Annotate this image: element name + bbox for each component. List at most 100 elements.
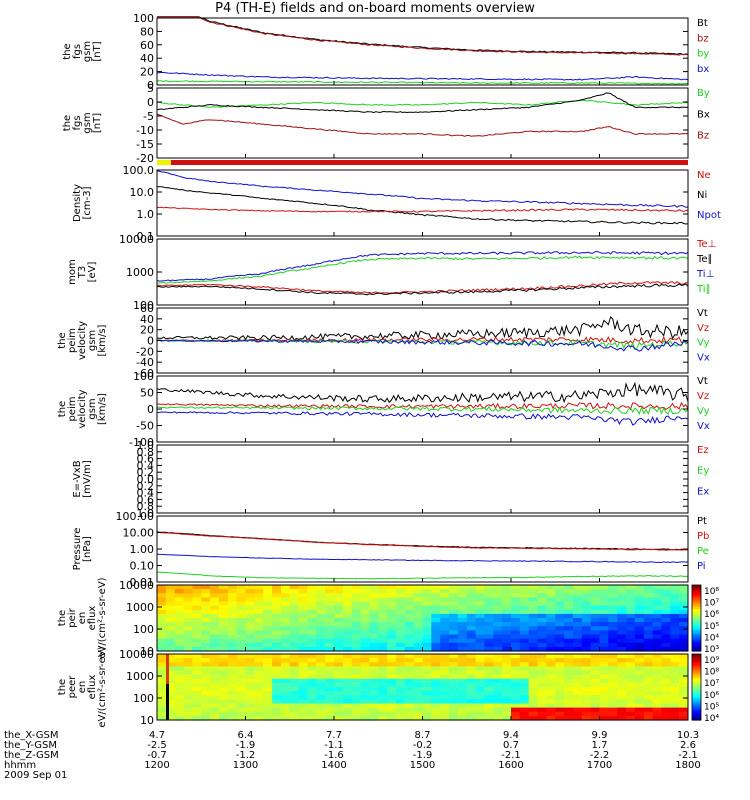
heatmap-cell xyxy=(652,691,662,696)
heatmap-cell xyxy=(289,711,300,717)
heatmap-cell xyxy=(528,613,539,619)
heatmap-cell xyxy=(519,626,530,631)
heatmap-cell xyxy=(634,699,645,705)
heatmap-cell xyxy=(227,601,238,607)
colorbar-segment xyxy=(692,631,701,634)
y-axis-label: the xyxy=(57,332,68,348)
heatmap-cell xyxy=(537,622,547,627)
heatmap-cell xyxy=(201,593,211,598)
heatmap-cell xyxy=(404,601,415,607)
heatmap-cell xyxy=(608,658,618,663)
heatmap-cell xyxy=(555,638,565,644)
heatmap-cell xyxy=(519,678,530,684)
y-axis-label: gsm xyxy=(82,112,93,133)
heatmap-cell xyxy=(440,670,450,676)
heatmap-cell xyxy=(165,707,176,713)
heatmap-cell xyxy=(466,715,477,721)
y-tick-label: 10 xyxy=(140,714,154,727)
heatmap-cell xyxy=(449,630,459,636)
heatmap-cell xyxy=(643,601,654,607)
heatmap-cell xyxy=(227,715,238,721)
heatmap-cell xyxy=(590,626,600,631)
heatmap-cell xyxy=(679,654,689,659)
y-axis-label: gsm xyxy=(82,41,93,62)
series-line-Vt xyxy=(156,381,689,404)
heatmap-cell xyxy=(298,662,308,667)
heatmap-cell xyxy=(457,658,468,663)
heatmap-cell xyxy=(395,646,406,652)
heatmap-cell xyxy=(617,670,627,676)
heatmap-cell xyxy=(599,707,609,713)
heatmap-cell xyxy=(581,654,592,659)
heatmap-cell xyxy=(626,674,636,680)
heatmap-cell xyxy=(546,666,556,672)
heatmap-cell xyxy=(351,674,362,680)
footer-value: -1.1 xyxy=(324,740,344,751)
heatmap-cell xyxy=(643,630,654,636)
heatmap-cell xyxy=(590,613,600,619)
heatmap-cell xyxy=(378,589,388,594)
heatmap-cell xyxy=(325,585,335,590)
heatmap-cell xyxy=(511,662,521,667)
heatmap-cell xyxy=(449,642,459,648)
heatmap-cell xyxy=(360,687,370,692)
heatmap-cell xyxy=(192,585,202,590)
heatmap-cell xyxy=(422,638,432,644)
y-tick-label: 50 xyxy=(140,387,154,400)
heatmap-cell xyxy=(245,646,255,652)
heatmap-cell xyxy=(661,593,671,598)
heatmap-cell xyxy=(555,703,565,709)
heatmap-cell xyxy=(378,618,388,623)
heatmap-cell xyxy=(652,589,662,594)
heatmap-cell xyxy=(298,703,308,709)
heatmap-cell xyxy=(307,642,317,648)
heatmap-cell xyxy=(378,601,388,607)
heatmap-cell xyxy=(289,593,300,598)
heatmap-cell xyxy=(528,609,539,615)
heatmap-cell xyxy=(670,646,680,652)
heatmap-cell xyxy=(590,622,600,627)
heatmap-cell xyxy=(528,646,539,652)
heatmap-cell xyxy=(342,662,353,667)
heatmap-cell xyxy=(581,626,592,631)
heatmap-cell xyxy=(555,585,565,590)
heatmap-cell xyxy=(192,715,202,721)
heatmap-cell xyxy=(581,674,592,680)
heatmap-cell xyxy=(307,707,317,713)
heatmap-cell xyxy=(351,703,362,709)
heatmap-cell xyxy=(201,642,211,648)
y-axis-label: eV/(cm²-s-sr-eV) xyxy=(97,577,108,658)
heatmap-cell xyxy=(307,626,317,631)
heatmap-cell xyxy=(484,699,494,705)
heatmap-cell xyxy=(245,634,255,640)
heatmap-cell xyxy=(440,589,450,594)
heatmap-cell xyxy=(546,658,556,663)
heatmap-cell xyxy=(670,658,680,663)
heatmap-cell xyxy=(254,593,264,598)
heatmap-cell xyxy=(581,703,592,709)
heatmap-cell xyxy=(431,682,441,688)
heatmap-cell xyxy=(342,613,353,619)
heatmap-cell xyxy=(236,699,246,705)
heatmap-cell xyxy=(307,691,317,696)
colorbar-label: 10⁹ xyxy=(704,656,719,666)
heatmap-cell xyxy=(422,711,432,717)
heatmap-cell xyxy=(245,654,255,659)
heatmap-cell xyxy=(395,658,406,663)
heatmap-cell xyxy=(626,682,636,688)
heatmap-cell xyxy=(413,674,423,680)
heatmap-cell xyxy=(378,634,388,640)
colorbar-label: 10⁸ xyxy=(704,668,719,678)
heatmap-cell xyxy=(440,711,450,717)
heatmap-cell xyxy=(502,597,512,603)
heatmap-cell xyxy=(643,691,654,696)
heatmap-cell xyxy=(679,707,689,713)
heatmap-cell xyxy=(643,703,654,709)
heatmap-cell xyxy=(466,622,477,627)
heatmap-cell xyxy=(573,618,583,623)
heatmap-cell xyxy=(573,682,583,688)
heatmap-cell xyxy=(280,601,291,607)
heatmap-cell xyxy=(378,666,388,672)
heatmap-cell xyxy=(670,630,680,636)
heatmap-cell xyxy=(227,654,238,659)
